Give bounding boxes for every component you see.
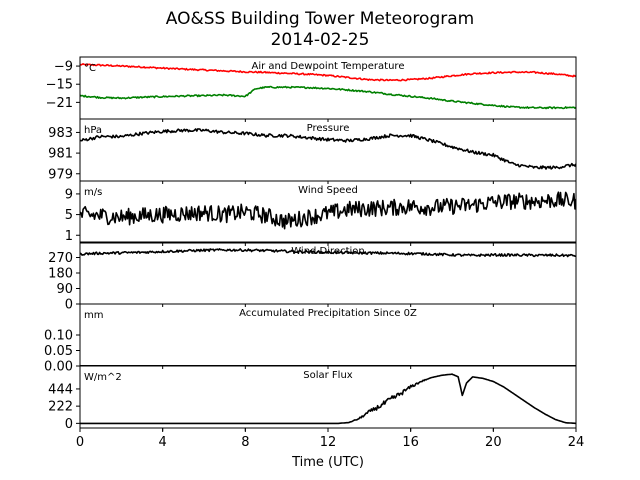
panel-6-unit-label: W/m^2 — [84, 372, 122, 383]
panel-1-ytick-label-3: −21 — [46, 96, 73, 111]
x-axis-tick-label-4: 12 — [320, 435, 337, 450]
panel-4-ytick-label-3: 90 — [56, 282, 73, 297]
x-axis-tick-label-2: 4 — [159, 435, 167, 450]
panel-3-title: Wind Speed — [298, 185, 358, 196]
panel-3-ytick-label-2: 5 — [65, 208, 73, 223]
panel-5-ytick-label-1: 0.10 — [44, 329, 73, 344]
panel-1-unit-label: °C — [84, 63, 96, 74]
x-axis-tick-label-5: 16 — [402, 435, 419, 450]
figure-title: AO&SS Building Tower Meteorogram — [166, 9, 474, 29]
x-axis-tick-label-3: 8 — [241, 435, 249, 450]
panel-6-series-1-line — [80, 373, 576, 425]
panel-1-title: Air and Dewpoint Temperature — [252, 61, 405, 72]
x-axis-tick-label-6: 20 — [485, 435, 502, 450]
panel-5-unit-label: mm — [84, 310, 103, 321]
panel-4-title: Wind Direction — [291, 246, 365, 257]
panel-1-series-2-line — [80, 85, 576, 110]
panels: −9 −15 −21 Air and Dewpoint Temperature °C 98… — [44, 56, 577, 432]
x-axis-tick-label-1: 0 — [76, 435, 84, 450]
panel-5-ytick-label-2: 0.05 — [44, 344, 73, 359]
panel-1-series-1-line — [80, 63, 576, 82]
panel-2-unit-label: hPa — [84, 125, 102, 136]
panel-6-ytick-label-2: 222 — [48, 400, 73, 415]
panel-5-title: Accumulated Precipitation Since 0Z — [239, 308, 417, 319]
panel-1-ytick-label-1: −9 — [54, 60, 73, 75]
panel-6-ytick-label-1: 444 — [48, 382, 73, 397]
figure-subtitle-date: 2014-02-25 — [271, 30, 370, 50]
panel-2-ytick-label-3: 979 — [48, 167, 73, 182]
panel-3-ytick-label-1: 9 — [65, 187, 73, 202]
panel-6-title: Solar Flux — [303, 370, 353, 381]
panel-3-ytick-label-3: 1 — [65, 229, 73, 244]
panel-4-ytick-label-1: 270 — [48, 251, 73, 266]
panel-4-series-1-line — [80, 248, 576, 258]
panel-2-ytick-label-2: 981 — [48, 147, 73, 162]
panel-3: 9 5 1 Wind Speed m/s — [65, 180, 577, 246]
panel-6: 444 222 0 Solar Flux W/m^2 — [48, 365, 577, 432]
panel-1: −9 −15 −21 Air and Dewpoint Temperature °C — [46, 56, 577, 122]
panel-1-ytick-label-2: −15 — [46, 78, 73, 93]
x-axis: 0 4 8 12 16 20 24 — [76, 428, 584, 450]
panel-5-ytick-label-3: 0.00 — [44, 360, 73, 375]
panel-4-ytick-label-2: 180 — [48, 267, 73, 282]
x-axis-tick-label-7: 24 — [568, 435, 585, 450]
panel-4-ytick-label-4: 0 — [65, 298, 73, 313]
panel-2-title: Pressure — [307, 123, 350, 134]
panel-2-ytick-label-1: 983 — [48, 126, 73, 141]
x-axis-title: Time (UTC) — [291, 455, 364, 470]
panel-3-unit-label: m/s — [84, 187, 102, 198]
panel-6-ytick-label-3: 0 — [65, 417, 73, 432]
panel-3-series-1-line — [80, 191, 576, 230]
panel-2-series-1-line — [80, 128, 576, 170]
